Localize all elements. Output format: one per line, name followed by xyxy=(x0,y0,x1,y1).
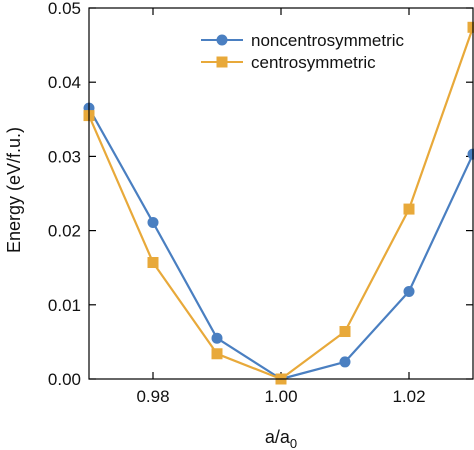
plot-frame xyxy=(88,7,474,380)
x-tick-label: 1.02 xyxy=(392,387,425,406)
x-axis-label-main: a/a xyxy=(265,427,291,447)
data-point-centrosymmetric xyxy=(147,257,159,269)
x-tick-label: 0.98 xyxy=(136,387,169,406)
series-line-centrosymmetric xyxy=(87,26,474,381)
x-axis-label: a/a0 xyxy=(265,427,297,450)
y-tick-label: 0.00 xyxy=(48,370,81,389)
legend-noncentro-label: noncentrosymmetric xyxy=(251,31,405,50)
legend: noncentrosymmetric centrosymmetric xyxy=(201,31,405,72)
y-tick-label: 0.03 xyxy=(48,147,81,166)
y-tick-label: 0.05 xyxy=(48,0,81,18)
x-tick-label: 1.00 xyxy=(264,387,297,406)
data-point-centrosymmetric xyxy=(403,203,415,215)
y-tick-label: 0.01 xyxy=(48,296,81,315)
y-axis-label: Energy (eV/f.u.) xyxy=(4,127,24,253)
data-point-noncentrosymmetric xyxy=(467,148,474,160)
y-tick-label: 0.04 xyxy=(48,73,81,92)
legend-centro-label: centrosymmetric xyxy=(251,53,376,72)
y-tick-label: 0.02 xyxy=(48,222,81,241)
data-point-noncentrosymmetric xyxy=(147,216,159,228)
legend-centro-marker xyxy=(216,56,228,68)
data-point-centrosymmetric xyxy=(211,348,223,360)
axis-ticks: 0.00 0.01 0.02 0.03 0.04 0.05 0.98 1.00 1.02 xyxy=(48,0,473,406)
data-point-noncentrosymmetric xyxy=(211,332,223,344)
data-point-noncentrosymmetric xyxy=(403,285,415,297)
series-line-noncentrosymmetric xyxy=(88,107,474,381)
x-axis-label-subscript: 0 xyxy=(290,436,297,450)
data-point-noncentrosymmetric xyxy=(339,356,351,368)
data-point-centrosymmetric xyxy=(467,21,474,33)
data-point-centrosymmetric xyxy=(339,326,351,338)
legend-noncentro-marker xyxy=(216,34,228,46)
series-layer xyxy=(83,21,474,385)
